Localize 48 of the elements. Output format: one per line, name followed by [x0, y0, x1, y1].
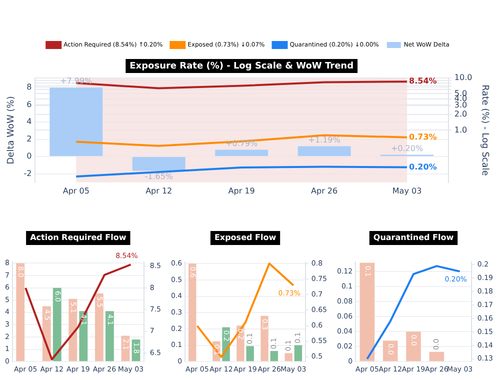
bar: [360, 262, 375, 362]
data-label: +7.99%: [60, 76, 93, 86]
y2-tick-label: 10.0: [454, 73, 472, 82]
chart-title: Quarantined Flow: [373, 233, 454, 242]
y2-tick-label: 3.0: [454, 100, 468, 110]
bar: [284, 353, 292, 362]
y-tick-label: 4: [26, 117, 32, 126]
bar: [298, 146, 351, 156]
bar: [260, 316, 268, 362]
data-label: 0.73%: [409, 132, 437, 142]
bar: [246, 346, 254, 362]
data-label: -1.65%: [144, 172, 174, 181]
y2-tick-label: 2.0: [454, 110, 468, 119]
y2-tick-label: 5.0: [454, 88, 468, 98]
y-tick-label: 0: [26, 152, 32, 161]
chart-title: Action Required Flow: [30, 233, 127, 242]
x-tick-label: Apr 05: [62, 186, 90, 196]
data-label: 8.54%: [409, 76, 437, 86]
bar: [132, 157, 186, 171]
y-tick-label: 6: [26, 100, 32, 109]
chart-title: Exposed Flow: [214, 233, 277, 242]
y2-tick-label: 1.0: [454, 125, 468, 134]
y2-axis-title: Rate (%) - Log Scale: [479, 84, 490, 176]
bar: [429, 352, 444, 362]
bar: [79, 311, 88, 362]
y-tick-label: -2: [24, 168, 32, 178]
bar: [270, 350, 278, 362]
x-tick-label: Apr 12: [146, 186, 172, 196]
y-axis-title: Delta WoW (%): [6, 96, 17, 164]
bar: [50, 88, 103, 156]
y-tick-label: 2: [26, 134, 32, 144]
x-tick-label: Apr 19: [228, 186, 255, 196]
data-label: +1.19%: [308, 135, 341, 144]
bar: [215, 150, 268, 156]
bar: [105, 311, 114, 362]
x-tick-label: Apr 26: [311, 186, 338, 196]
chart-title: Exposure Rate (%) - Log Scale & WoW Trend: [130, 61, 354, 72]
bar: [294, 345, 302, 362]
bar: [68, 298, 78, 362]
bar: [188, 264, 196, 362]
bar: [94, 293, 104, 362]
data-label: +0.20%: [390, 144, 424, 153]
bar: [52, 288, 62, 362]
x-tick-label: May 03: [392, 186, 422, 196]
bar: [406, 332, 421, 362]
data-label: 0.20%: [409, 162, 437, 172]
y-tick-label: 8: [26, 82, 32, 92]
bar: [16, 263, 25, 362]
